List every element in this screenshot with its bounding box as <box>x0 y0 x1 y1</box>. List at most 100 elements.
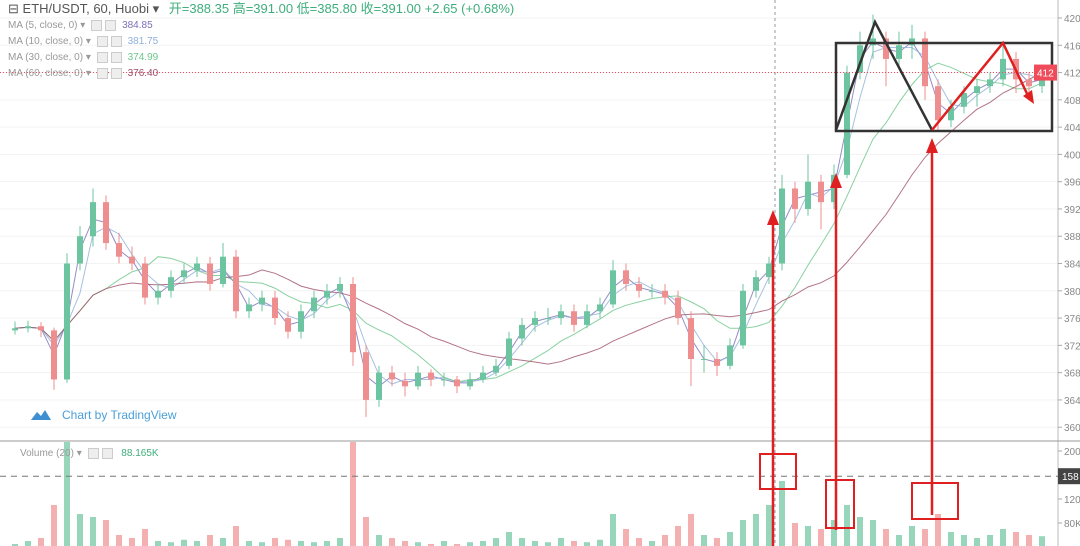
dropdown-icon[interactable]: ▾ <box>80 20 86 31</box>
candle-body <box>350 283 356 353</box>
candle-body <box>597 304 603 312</box>
candle-body <box>558 311 564 319</box>
volume-bar <box>194 541 200 546</box>
close-icon[interactable] <box>110 67 122 79</box>
price-tick-label: 368 <box>1064 369 1080 380</box>
volume-bar <box>389 538 395 546</box>
price-tick-label: 400 <box>1064 150 1080 161</box>
ma-legend-row: MA (30, close, 0) ▾ 374.99 <box>8 50 514 66</box>
volume-bar <box>415 542 421 546</box>
candle-body <box>311 297 317 312</box>
close-icon[interactable] <box>110 51 122 63</box>
volume-bar <box>662 535 668 546</box>
volume-bar <box>818 529 824 546</box>
volume-bar <box>649 541 655 546</box>
price-tick-label: 420 <box>1064 14 1080 25</box>
volume-bar <box>779 481 785 546</box>
price-tick-label: 372 <box>1064 341 1080 352</box>
volume-bar <box>948 532 954 546</box>
candle-body <box>324 290 330 298</box>
dropdown-icon[interactable]: ▾ <box>85 36 91 47</box>
candle-body <box>168 277 174 291</box>
volume-bar <box>259 542 265 546</box>
dropdown-icon[interactable]: ▾ <box>152 1 160 16</box>
candle-body <box>337 283 343 291</box>
candle-body <box>727 345 733 366</box>
volume-bar <box>1000 529 1006 546</box>
volume-bar <box>870 520 876 546</box>
settings-icon[interactable] <box>96 51 108 63</box>
candle-body <box>1000 58 1006 80</box>
candle-body <box>506 338 512 366</box>
settings-icon[interactable] <box>87 448 99 459</box>
volume-bar <box>77 514 83 546</box>
ma-label[interactable]: MA (10, close, 0) <box>8 36 84 47</box>
consolidation-box <box>834 41 1054 133</box>
close-icon[interactable] <box>110 35 122 47</box>
symbol-title[interactable]: ETH/USDT, 60, Huobi <box>22 1 149 16</box>
candle-body <box>896 45 902 59</box>
axis-badges: 412 158 <box>1034 64 1080 485</box>
volume-bar <box>844 505 850 546</box>
settings-icon[interactable] <box>96 35 108 47</box>
dropdown-icon[interactable]: ▾ <box>85 52 91 63</box>
candle-body <box>38 326 44 331</box>
volume-bar <box>38 538 44 546</box>
candle-body <box>545 318 551 320</box>
volume-highlight-box-2 <box>825 479 855 529</box>
tradingview-branding[interactable]: Chart by TradingView <box>30 408 177 422</box>
close-icon[interactable] <box>105 19 117 31</box>
ma-label[interactable]: MA (30, close, 0) <box>8 52 84 63</box>
red-arrowhead <box>1023 90 1034 104</box>
volume-bar <box>142 529 148 546</box>
candle-body <box>25 326 31 329</box>
candle-body <box>1026 79 1032 87</box>
volume-bar <box>1026 535 1032 546</box>
candle-body <box>259 297 265 305</box>
candle-body <box>675 297 681 319</box>
dropdown-icon[interactable]: ▾ <box>85 68 91 79</box>
volume-bars <box>12 442 1045 546</box>
candle-body <box>883 38 889 59</box>
settings-icon[interactable] <box>96 67 108 79</box>
candle-body <box>233 256 239 312</box>
candle-body <box>246 304 252 312</box>
price-tick-label: 376 <box>1064 314 1080 325</box>
volume-tick-label: 120 <box>1064 495 1080 506</box>
volume-bar <box>246 541 252 546</box>
volume-bar <box>857 517 863 546</box>
candle-body <box>779 188 785 264</box>
volume-bar <box>1013 532 1019 546</box>
settings-icon[interactable] <box>91 19 103 31</box>
volume-bar <box>467 542 473 546</box>
dropdown-icon[interactable]: ▾ <box>76 448 82 460</box>
volume-bar <box>441 541 447 546</box>
volume-label[interactable]: Volume (20) <box>20 448 74 460</box>
volume-bar <box>545 542 551 546</box>
close-icon[interactable] <box>101 448 113 459</box>
volume-bar <box>168 542 174 546</box>
candle-body <box>519 324 525 339</box>
candle-body <box>805 181 811 209</box>
red-arrowhead-3 <box>926 138 938 153</box>
volume-bar <box>831 520 837 546</box>
volume-bar <box>909 526 915 546</box>
chart-grid <box>0 17 1058 428</box>
red-arrowhead-1 <box>767 210 779 225</box>
volume-bar <box>64 442 70 546</box>
collapse-icon[interactable]: ⊟ <box>8 1 19 16</box>
candle-body <box>961 93 967 107</box>
price-tick-label: 416 <box>1064 41 1080 52</box>
ma-label[interactable]: MA (5, close, 0) <box>8 20 78 31</box>
ma-line <box>14 47 1043 385</box>
black-zigzag-line <box>834 18 934 131</box>
candle-body <box>441 379 447 381</box>
ma-label[interactable]: MA (60, close, 0) <box>8 68 84 79</box>
candle-body <box>948 106 954 121</box>
last-price-badge-label: 412 <box>1037 69 1054 80</box>
volume-bar <box>428 544 434 546</box>
candle-body <box>688 318 694 359</box>
price-axis: 420 416 412 408 404 400 396 392 388 384 380 376 372 3… <box>0 14 1080 530</box>
volume-bar <box>740 520 746 546</box>
